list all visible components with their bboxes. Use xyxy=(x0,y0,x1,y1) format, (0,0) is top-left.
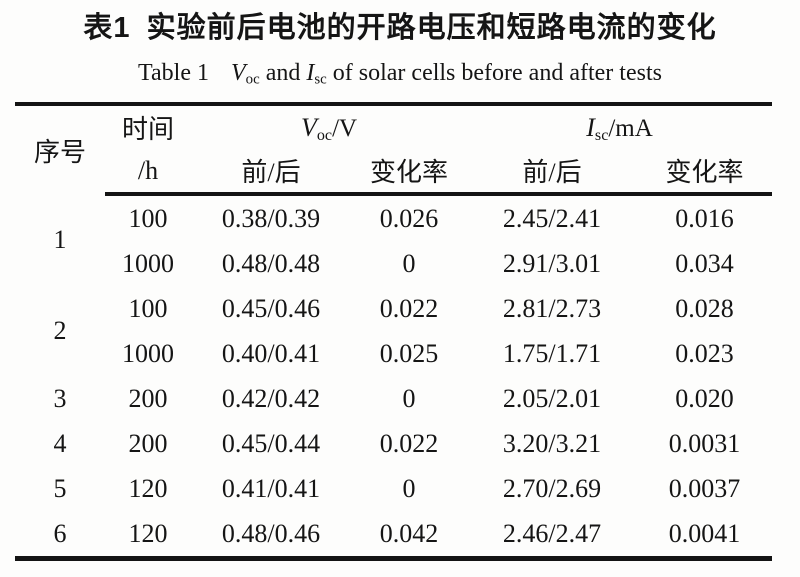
isc-header-symbol: I xyxy=(586,112,595,142)
cell-voc-change-rate: 0 xyxy=(402,473,416,503)
table-title-chinese: 表1 实验前后电池的开路电压和短路电流的变化 xyxy=(0,8,800,48)
table-number-label-zh: 表1 xyxy=(83,12,131,44)
cell-isc-change-rate: 0.0041 xyxy=(668,518,741,548)
col-header-voc-change-rate: 变化率 xyxy=(351,149,468,196)
subtitle-and-text: and xyxy=(259,60,307,86)
header-row-top: 序号 时间 Voc/V Isc/mA xyxy=(15,104,772,167)
table-row: 3 200 0.42/0.42 0 2.05/2.01 0.020 xyxy=(15,376,772,421)
table-title-english: Table 1 Voc and Isc of solar cells before… xyxy=(0,54,800,92)
cell-voc-change-rate: 0.022 xyxy=(379,428,439,458)
cell-voc-before-after: 0.48/0.48 xyxy=(221,248,321,278)
col-header-voc: Voc/V xyxy=(191,104,467,149)
cell-time: 120 xyxy=(128,473,168,503)
cell-isc-change-rate: 0.023 xyxy=(675,338,734,368)
cell-voc-change-rate: 0 xyxy=(402,248,416,278)
cell-isc-change-rate: 0.0031 xyxy=(668,428,741,458)
cell-voc-change-rate: 0.022 xyxy=(379,293,439,323)
table-row: 1000 0.40/0.41 0.025 1.75/1.71 0.023 xyxy=(15,331,772,376)
cell-time: 200 xyxy=(128,428,168,458)
table-number-label-en: Table 1 xyxy=(138,60,209,86)
cell-seq: 6 xyxy=(53,518,67,548)
cell-isc-before-after: 1.75/1.71 xyxy=(502,338,602,368)
cell-time: 120 xyxy=(128,518,168,548)
table-body: 1 100 0.38/0.39 0.026 2.45/2.41 0.016 10… xyxy=(15,194,772,559)
cell-time: 1000 xyxy=(122,338,174,368)
cell-isc-change-rate: 0.016 xyxy=(675,203,734,233)
isc-header-subscript: sc xyxy=(594,126,609,144)
voc-symbol: V xyxy=(230,60,246,86)
cell-isc-before-after: 2.45/2.41 xyxy=(502,203,602,233)
col-header-time: 时间 xyxy=(121,115,174,144)
cell-voc-before-after: 0.42/0.42 xyxy=(221,383,321,413)
table-title-text-zh: 实验前后电池的开路电压和短路电流的变化 xyxy=(146,12,717,44)
solar-cell-results-table: 序号 时间 Voc/V Isc/mA /h 前/后 变化率 前/后 变化率 1 … xyxy=(15,102,773,561)
cell-voc-before-after: 0.48/0.46 xyxy=(221,518,321,548)
col-header-isc: Isc/mA xyxy=(467,104,772,149)
cell-seq: 1 xyxy=(53,225,67,254)
col-header-seq: 序号 xyxy=(33,137,86,167)
table-row: 2 100 0.45/0.46 0.022 2.81/2.73 0.028 xyxy=(15,286,772,346)
table-header: 序号 时间 Voc/V Isc/mA /h 前/后 变化率 前/后 变化率 xyxy=(15,104,773,196)
cell-voc-change-rate: 0.026 xyxy=(379,203,439,233)
cell-seq: 5 xyxy=(53,473,67,503)
cell-isc-change-rate: 0.028 xyxy=(675,293,734,323)
col-header-isc-change-rate: 变化率 xyxy=(637,149,773,196)
cell-isc-before-after: 3.20/3.21 xyxy=(502,428,602,458)
cell-time: 100 xyxy=(128,293,168,323)
voc-header-unit: /V xyxy=(332,114,358,142)
cell-time: 1000 xyxy=(122,248,174,278)
cell-isc-before-after: 2.91/3.01 xyxy=(502,248,602,278)
cell-isc-change-rate: 0.020 xyxy=(675,383,734,413)
col-header-time-unit: /h xyxy=(105,149,191,196)
header-row-bottom: /h 前/后 变化率 前/后 变化率 xyxy=(15,149,773,196)
cell-voc-before-after: 0.45/0.44 xyxy=(221,428,321,458)
table-row: 6 120 0.48/0.46 0.042 2.46/2.47 0.0041 xyxy=(15,511,772,559)
subtitle-suffix: of solar cells before and after tests xyxy=(326,60,662,86)
cell-voc-before-after: 0.45/0.46 xyxy=(221,293,321,323)
cell-time: 200 xyxy=(128,383,168,413)
voc-subscript: oc xyxy=(245,71,260,88)
table-row: 5 120 0.41/0.41 0 2.70/2.69 0.0037 xyxy=(15,466,772,511)
cell-voc-before-after: 0.38/0.39 xyxy=(221,203,321,233)
table-row: 4 200 0.45/0.44 0.022 3.20/3.21 0.0031 xyxy=(15,421,772,466)
cell-voc-change-rate: 0.042 xyxy=(379,518,439,548)
cell-voc-before-after: 0.40/0.41 xyxy=(221,338,321,368)
isc-symbol: I xyxy=(306,60,315,86)
cell-isc-before-after: 2.81/2.73 xyxy=(502,293,602,323)
table-row: 1000 0.48/0.48 0 2.91/3.01 0.034 xyxy=(15,241,772,286)
col-header-voc-before-after: 前/后 xyxy=(191,149,351,196)
cell-voc-change-rate: 0.025 xyxy=(379,338,439,368)
isc-header-unit: /mA xyxy=(608,114,653,142)
cell-voc-change-rate: 0 xyxy=(402,383,416,413)
cell-seq: 4 xyxy=(53,428,67,458)
isc-subscript: sc xyxy=(314,71,327,88)
cell-seq: 3 xyxy=(53,383,67,413)
col-header-isc-before-after: 前/后 xyxy=(467,149,638,196)
voc-header-symbol: V xyxy=(300,112,317,142)
table-row: 1 100 0.38/0.39 0.026 2.45/2.41 0.016 xyxy=(15,194,772,255)
cell-isc-before-after: 2.05/2.01 xyxy=(502,383,602,413)
voc-header-subscript: oc xyxy=(316,126,333,144)
cell-isc-change-rate: 0.034 xyxy=(675,248,734,278)
cell-isc-before-after: 2.70/2.69 xyxy=(502,473,602,503)
cell-time: 100 xyxy=(128,203,168,233)
cell-seq: 2 xyxy=(53,316,67,345)
cell-isc-change-rate: 0.0037 xyxy=(668,473,741,503)
cell-voc-before-after: 0.41/0.41 xyxy=(221,473,321,503)
cell-isc-before-after: 2.46/2.47 xyxy=(502,518,602,548)
